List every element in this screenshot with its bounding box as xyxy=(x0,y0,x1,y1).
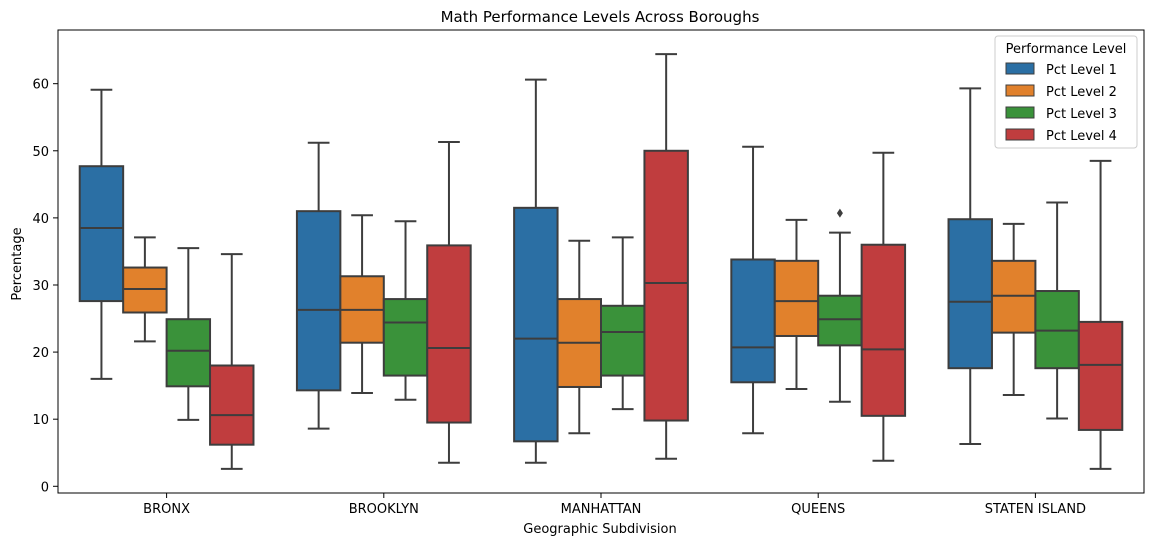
box-rect xyxy=(513,206,559,443)
y-tick-label: 50 xyxy=(32,145,49,160)
chart-title: Math Performance Levels Across Boroughs xyxy=(441,8,760,26)
box-rect xyxy=(730,258,776,384)
box-4-3 xyxy=(1077,159,1124,470)
legend: Performance Level Pct Level 1 Pct Level 2 P… xyxy=(994,35,1138,149)
outlier-point xyxy=(836,208,843,218)
box-2-3 xyxy=(643,53,689,460)
legend-entry-label: Pct Level 2 xyxy=(1046,85,1117,100)
legend-entry-label: Pct Level 3 xyxy=(1046,107,1117,122)
box-rect xyxy=(165,318,212,388)
legend-swatch xyxy=(1005,128,1035,141)
y-tick-label: 60 xyxy=(32,78,49,93)
box-rect xyxy=(600,304,646,377)
plot-area xyxy=(78,53,1124,470)
box-2-2 xyxy=(600,236,646,411)
x-tick-label: MANHATTAN xyxy=(561,502,642,517)
x-tick-label: BRONX xyxy=(143,502,190,517)
box-4-2 xyxy=(1034,201,1080,420)
box-rect xyxy=(1077,320,1124,431)
box-rect xyxy=(209,364,255,446)
legend-entry-label: Pct Level 4 xyxy=(1046,129,1117,144)
box-rect xyxy=(947,218,993,370)
legend-title: Performance Level xyxy=(1006,42,1127,57)
x-tick-label: STATEN ISLAND xyxy=(985,502,1086,517)
box-rect xyxy=(382,298,429,377)
box-2-1 xyxy=(556,239,602,435)
box-3-1 xyxy=(773,218,820,390)
box-rect xyxy=(817,294,863,347)
y-tick-label: 20 xyxy=(32,346,49,361)
box-rect xyxy=(122,266,168,314)
y-tick-label: 40 xyxy=(32,212,49,227)
y-tick-label: 0 xyxy=(41,480,49,495)
box-rect xyxy=(990,259,1037,334)
box-2-0 xyxy=(513,78,559,464)
box-1-2 xyxy=(382,220,429,401)
axes: 0 10 20 30 40 50 60 BRONX BROOKLYN MANHATTAN QUEEN… xyxy=(32,29,1145,517)
legend-swatch xyxy=(1005,62,1035,75)
box-4-1 xyxy=(990,222,1037,397)
box-4-0 xyxy=(947,87,993,446)
y-tick-label: 10 xyxy=(32,413,49,428)
box-rect xyxy=(860,243,907,417)
box-0-2 xyxy=(165,247,212,421)
box-0-0 xyxy=(78,88,125,380)
legend-swatch xyxy=(1005,106,1035,119)
box-3-2 xyxy=(817,208,863,403)
box-3-3 xyxy=(860,151,907,462)
x-axis-label: Geographic Subdivision xyxy=(523,522,676,537)
box-rect xyxy=(426,244,472,424)
box-rect xyxy=(643,149,689,422)
box-1-3 xyxy=(426,141,472,464)
legend-swatch xyxy=(1005,84,1035,97)
legend-entry-label: Pct Level 1 xyxy=(1046,63,1117,78)
box-rect xyxy=(773,259,820,337)
box-1-1 xyxy=(339,214,385,395)
box-3-0 xyxy=(730,145,776,435)
box-rect xyxy=(1034,290,1080,370)
y-tick-label: 30 xyxy=(32,279,49,294)
box-rect xyxy=(78,165,125,303)
y-axis-label: Percentage xyxy=(10,227,25,300)
box-0-3 xyxy=(209,253,255,470)
box-1-0 xyxy=(295,141,342,430)
box-0-1 xyxy=(122,236,168,343)
x-tick-label: BROOKLYN xyxy=(349,502,419,517)
box-rect xyxy=(295,210,342,392)
x-tick-label: QUEENS xyxy=(791,502,845,517)
